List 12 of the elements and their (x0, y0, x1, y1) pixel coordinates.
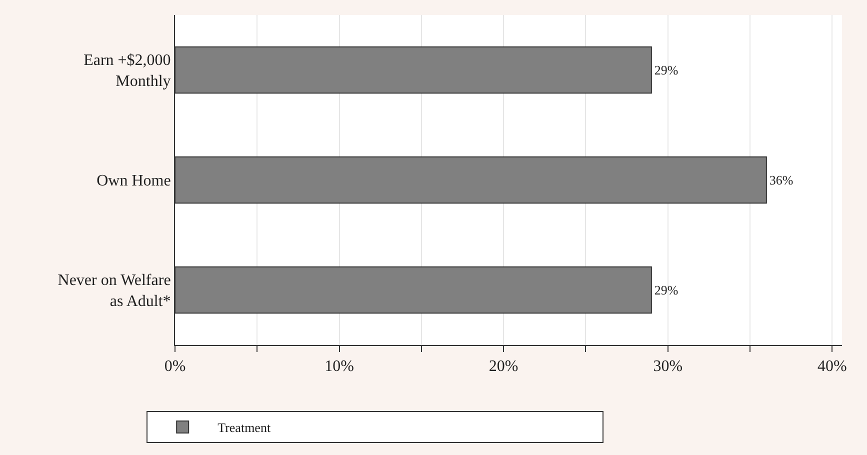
x-tick-label: 40% (817, 358, 847, 376)
y-tick-label: Own Home (96, 172, 171, 190)
data-label: 29% (654, 62, 678, 78)
x-tick-label: 0% (164, 358, 186, 376)
data-label: 36% (769, 172, 794, 188)
x-tick-label: 30% (653, 358, 683, 376)
x-tick-label: 20% (488, 358, 518, 376)
legend-label: Treatment (218, 420, 271, 436)
x-tick-label: 10% (324, 358, 354, 376)
y-tick-label: Earn +$2,000 Monthly (84, 52, 171, 90)
data-label: 29% (654, 282, 678, 298)
y-tick-label: Never on Welfare as Adult* (58, 272, 171, 310)
